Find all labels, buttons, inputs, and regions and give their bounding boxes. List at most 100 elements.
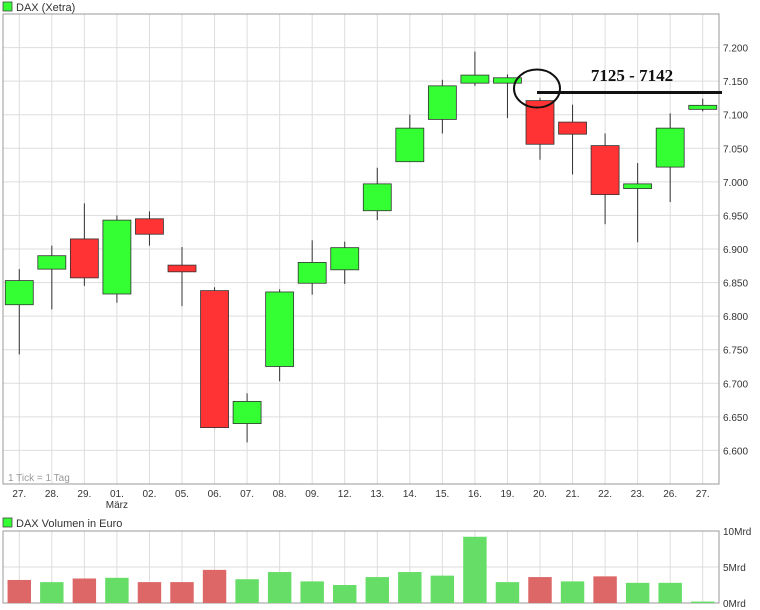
candle-body-down bbox=[69, 238, 99, 279]
candle-body-down bbox=[135, 218, 164, 235]
x-tick-label: 21. bbox=[566, 489, 580, 500]
volume-bar bbox=[333, 585, 357, 603]
volume-bar bbox=[235, 579, 259, 603]
volume-y-axis: 0Mrd 5Mrd 10Mrd bbox=[723, 527, 751, 610]
main-chart-title: DAX (Xetra) bbox=[16, 2, 75, 14]
candlestick-series bbox=[4, 51, 718, 443]
candle-body-up bbox=[460, 74, 490, 84]
x-tick-label: 14. bbox=[403, 489, 417, 500]
y-tick-label: 6.750 bbox=[723, 346, 748, 357]
month-label: März bbox=[106, 500, 128, 511]
candle bbox=[232, 393, 262, 443]
volume-bar bbox=[202, 569, 227, 603]
volume-bar bbox=[105, 577, 129, 603]
y-tick-label: 6.800 bbox=[723, 312, 748, 323]
candle-body-up bbox=[102, 219, 132, 295]
green-square-icon bbox=[2, 517, 13, 528]
x-tick-label: 07. bbox=[240, 489, 254, 500]
candle bbox=[362, 167, 392, 221]
candle bbox=[167, 246, 197, 307]
y-tick-label: 6.700 bbox=[723, 379, 748, 390]
x-tick-label: 01. bbox=[110, 489, 124, 500]
candle-body-down bbox=[200, 290, 229, 429]
candle-body-up bbox=[265, 291, 295, 367]
x-tick-label: 22. bbox=[598, 489, 612, 500]
candle bbox=[37, 245, 67, 310]
candle bbox=[558, 104, 587, 175]
volume-bar bbox=[495, 582, 520, 603]
candle-body-up bbox=[655, 127, 685, 168]
candle bbox=[200, 287, 229, 429]
volume-bar bbox=[72, 578, 97, 603]
volume-bar bbox=[691, 601, 715, 603]
main-x-axis: 27. 28. 29. 01. 02. 05. 06. 07. 08. 09. 12. 13. 14. 1… bbox=[12, 489, 709, 511]
volume-bar bbox=[300, 581, 324, 603]
volume-bar-series bbox=[7, 536, 715, 603]
annotation-circle bbox=[513, 68, 561, 109]
candle bbox=[460, 51, 490, 86]
candle-body-up bbox=[297, 262, 327, 284]
x-tick-label: 26. bbox=[663, 489, 677, 500]
x-tick-label: 20. bbox=[533, 489, 547, 500]
y-tick-label: 7.050 bbox=[723, 144, 748, 155]
x-tick-label: 27. bbox=[696, 489, 710, 500]
candle bbox=[69, 203, 99, 286]
x-tick-label: 08. bbox=[273, 489, 287, 500]
candle-body-up bbox=[232, 401, 262, 424]
x-tick-label: 23. bbox=[631, 489, 645, 500]
main-plot-frame bbox=[2, 13, 720, 485]
volume-chart-title: DAX Volumen in Euro bbox=[16, 518, 122, 530]
x-tick-label: 28. bbox=[45, 489, 59, 500]
x-tick-label: 05. bbox=[175, 489, 189, 500]
volume-bar bbox=[170, 582, 194, 603]
y-tick-label: 6.650 bbox=[723, 413, 748, 424]
resistance-annotation: 7125 - 7142 bbox=[513, 66, 722, 109]
annotation-label: 7125 - 7142 bbox=[591, 66, 673, 85]
volume-bar bbox=[365, 577, 389, 603]
candle-body-up bbox=[688, 104, 718, 110]
x-tick-label: 09. bbox=[305, 489, 319, 500]
x-tick-label: 19. bbox=[501, 489, 515, 500]
candle-body-up bbox=[37, 255, 67, 270]
volume-bar bbox=[463, 536, 487, 603]
candle bbox=[135, 211, 164, 246]
tick-note: 1 Tick = 1 Tag bbox=[8, 473, 70, 484]
volume-bar bbox=[560, 581, 585, 603]
candle bbox=[4, 269, 34, 355]
candle-body-down bbox=[558, 121, 587, 135]
candle-body-down bbox=[590, 145, 620, 196]
y-tick-label: 6.900 bbox=[723, 245, 748, 256]
y-tick-label: 7.150 bbox=[723, 77, 748, 88]
candle bbox=[297, 240, 327, 295]
candle bbox=[395, 114, 425, 163]
volume-bar bbox=[267, 572, 292, 603]
volume-bar bbox=[7, 579, 31, 603]
candle bbox=[102, 215, 132, 303]
green-square-icon bbox=[2, 1, 13, 12]
volume-bar bbox=[625, 582, 650, 603]
candle-body-up bbox=[362, 183, 392, 212]
candle bbox=[493, 74, 522, 119]
volume-y-tick-label: 10Mrd bbox=[723, 527, 751, 538]
volume-bar bbox=[528, 577, 552, 603]
volume-y-tick-label: 5Mrd bbox=[723, 563, 746, 574]
x-tick-label: 27. bbox=[12, 489, 26, 500]
candle-body-up bbox=[623, 183, 653, 189]
x-tick-label: 13. bbox=[370, 489, 384, 500]
candle bbox=[623, 163, 653, 243]
candle-body-up bbox=[493, 77, 522, 84]
volume-y-tick-label: 0Mrd bbox=[723, 599, 746, 610]
candle bbox=[330, 241, 360, 284]
main-y-axis: 6.600 6.650 6.700 6.750 6.800 6.850 6.900 6.950… bbox=[723, 44, 748, 458]
volume-plot-frame bbox=[2, 530, 720, 604]
candle bbox=[590, 133, 620, 225]
candle-body-up bbox=[395, 127, 425, 163]
x-tick-label: 12. bbox=[338, 489, 352, 500]
x-tick-label: 02. bbox=[143, 489, 157, 500]
y-tick-label: 7.100 bbox=[723, 111, 748, 122]
y-tick-label: 7.000 bbox=[723, 178, 748, 189]
volume-bar bbox=[658, 582, 682, 603]
candle-body-up bbox=[4, 280, 34, 306]
x-tick-label: 16. bbox=[468, 489, 482, 500]
